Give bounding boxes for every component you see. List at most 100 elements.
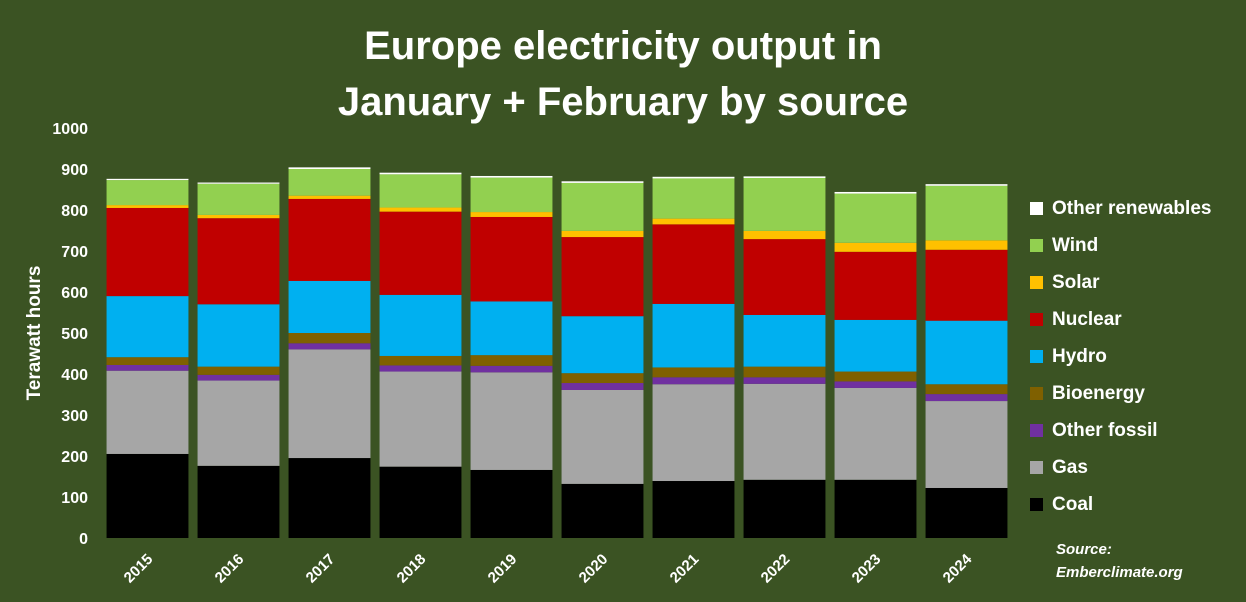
y-tick-label: 900: [61, 162, 88, 179]
bar-nuclear-2018: [379, 211, 462, 295]
bar-other-fossil-2021: [652, 377, 735, 385]
bar-coal-2019: [470, 469, 553, 538]
bar-bioenergy-2022: [743, 366, 826, 378]
bar-other-fossil-2019: [470, 365, 553, 373]
bar-solar-2018: [379, 207, 462, 212]
bars: [106, 167, 1008, 538]
bar-solar-2020: [561, 230, 644, 238]
bar-nuclear-2021: [652, 224, 735, 304]
stacked-bar-chart: 0 100 200 300 400 500 600 700 800 900 1000 Terawat…: [24, 121, 1008, 587]
legend-label: Nuclear: [1052, 308, 1122, 330]
bar-gas-2017: [288, 349, 371, 459]
bar-nuclear-2020: [561, 237, 644, 317]
bar-wind-2015: [106, 180, 189, 206]
bar-solar-2024: [925, 240, 1008, 250]
y-tick-label: 400: [61, 367, 88, 384]
y-tick-label: 700: [61, 244, 88, 261]
x-tick-label: 2017: [303, 551, 339, 587]
bar-hydro-2022: [743, 314, 826, 367]
bar-gas-2019: [470, 372, 553, 470]
bar-bioenergy-2018: [379, 355, 462, 366]
y-axis-label: Terawatt hours: [24, 266, 45, 401]
bar-other-renewables-2022: [743, 176, 826, 179]
bar-other-fossil-2018: [379, 365, 462, 372]
bar-wind-2022: [743, 178, 826, 231]
bar-hydro-2015: [106, 296, 189, 358]
bar-stack-2023: [834, 191, 917, 538]
y-tick-label: 500: [61, 326, 88, 343]
x-tick-label: 2019: [485, 551, 521, 587]
bar-bioenergy-2016: [197, 366, 280, 375]
legend-item-wind: Wind: [1030, 227, 1242, 264]
bar-stack-2018: [379, 172, 462, 538]
y-tick-label: 300: [61, 408, 88, 425]
bar-hydro-2016: [197, 304, 280, 367]
x-tick-label: 2023: [849, 551, 885, 587]
bar-bioenergy-2024: [925, 384, 1008, 395]
legend-swatch: [1030, 498, 1043, 511]
bar-bioenergy-2017: [288, 333, 371, 344]
bar-other-renewables-2019: [470, 175, 553, 178]
bar-solar-2022: [743, 230, 826, 240]
bar-stack-2015: [106, 178, 189, 538]
bar-hydro-2019: [470, 301, 553, 356]
bar-wind-2019: [470, 177, 553, 213]
chart-title-line1: Europe electricity output in: [364, 24, 882, 68]
bar-stack-2020: [561, 181, 644, 538]
bar-coal-2020: [561, 483, 644, 538]
bar-solar-2017: [288, 195, 371, 199]
bar-wind-2018: [379, 174, 462, 208]
bar-hydro-2018: [379, 294, 462, 356]
y-tick-label: 200: [61, 449, 88, 466]
legend-label: Other fossil: [1052, 419, 1158, 441]
bar-other-renewables-2021: [652, 176, 735, 179]
bar-gas-2021: [652, 384, 735, 482]
bar-wind-2021: [652, 178, 735, 219]
bar-stack-2017: [288, 167, 371, 538]
y-tick-label: 600: [61, 285, 88, 302]
bar-nuclear-2015: [106, 207, 189, 297]
bar-stack-2024: [925, 184, 1008, 538]
bar-hydro-2020: [561, 316, 644, 374]
bar-hydro-2023: [834, 319, 917, 372]
legend-item-other-fossil: Other fossil: [1030, 412, 1242, 449]
x-tick-label: 2022: [758, 551, 794, 587]
bar-coal-2022: [743, 479, 826, 538]
legend-item-bioenergy: Bioenergy: [1030, 375, 1242, 412]
y-tick-label: 800: [61, 203, 88, 220]
bar-wind-2023: [834, 193, 917, 243]
bar-other-fossil-2024: [925, 394, 1008, 402]
source-note: Source: Emberclimate.org: [1056, 538, 1242, 584]
bar-solar-2019: [470, 212, 553, 217]
bar-bioenergy-2020: [561, 373, 644, 384]
legend: Other renewables Wind Solar Nuclear Hydro Bio…: [1030, 190, 1242, 523]
bar-coal-2017: [288, 458, 371, 538]
source-url: Emberclimate.org: [1056, 564, 1183, 581]
source-label: Source:: [1056, 541, 1112, 558]
bar-hydro-2017: [288, 280, 371, 333]
legend-label: Gas: [1052, 456, 1088, 478]
y-tick-label: 0: [79, 531, 88, 548]
x-tick-label: 2016: [212, 551, 248, 587]
legend-swatch: [1030, 202, 1043, 215]
bar-other-renewables-2016: [197, 182, 280, 184]
bar-bioenergy-2021: [652, 367, 735, 378]
bar-other-renewables-2020: [561, 181, 644, 183]
chart-title: Europe electricity output in January + F…: [0, 18, 1246, 130]
bar-coal-2018: [379, 466, 462, 538]
y-tick-label: 100: [61, 490, 88, 507]
x-tick-label: 2021: [667, 551, 703, 587]
bar-hydro-2024: [925, 320, 1008, 385]
bar-other-renewables-2018: [379, 172, 462, 175]
bar-wind-2020: [561, 182, 644, 231]
bar-gas-2020: [561, 389, 644, 484]
chart-title-line2: January + February by source: [337, 80, 909, 124]
bar-coal-2016: [197, 465, 280, 538]
bar-coal-2015: [106, 453, 189, 538]
bar-solar-2015: [106, 205, 189, 208]
legend-item-nuclear: Nuclear: [1030, 301, 1242, 338]
bar-stack-2016: [197, 182, 280, 538]
legend-label: Wind: [1052, 234, 1099, 256]
bar-gas-2023: [834, 387, 917, 480]
bar-bioenergy-2019: [470, 355, 553, 366]
